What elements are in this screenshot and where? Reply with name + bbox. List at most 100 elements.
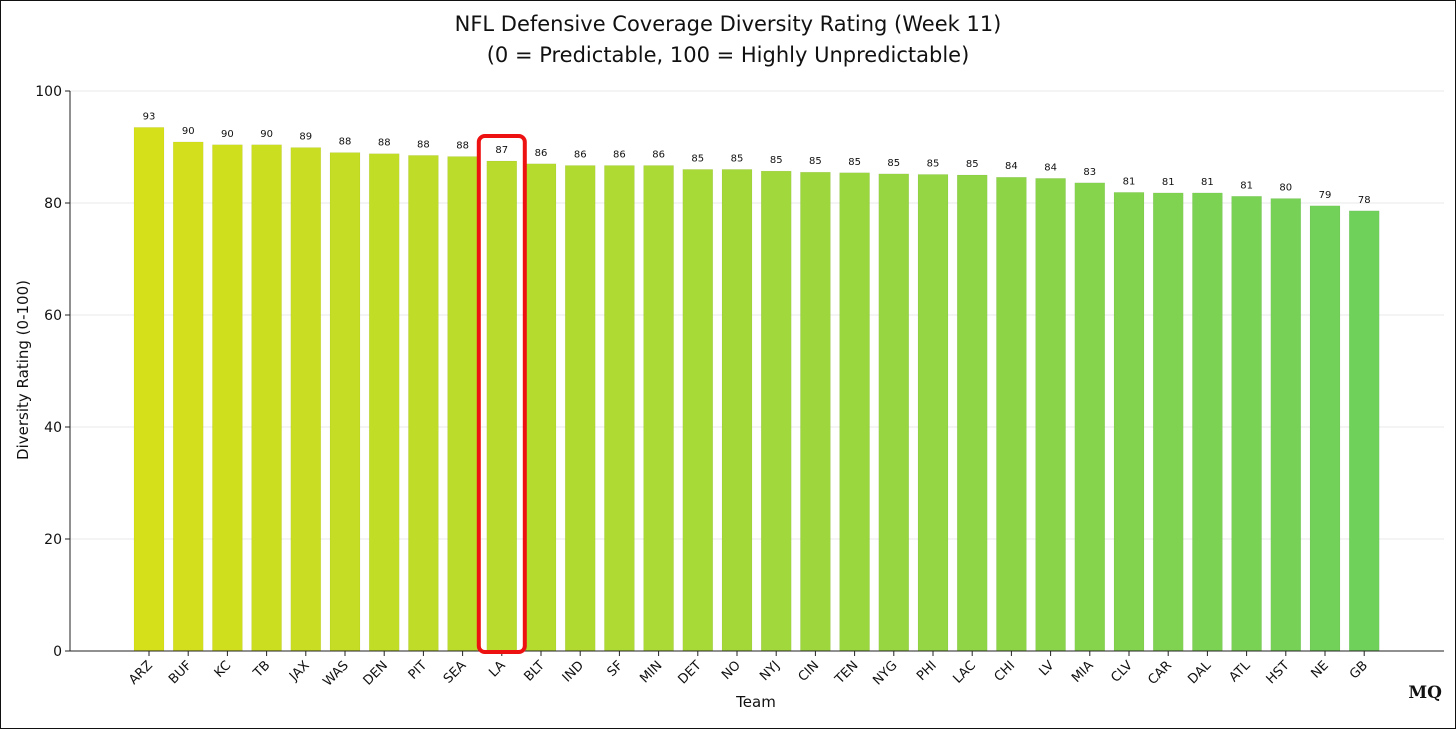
bar-ne <box>1309 205 1341 652</box>
data-label: 88 <box>378 138 391 149</box>
x-tick-label: JAX <box>286 658 313 685</box>
x-tick-label: DET <box>676 658 705 687</box>
data-label: 85 <box>848 157 861 168</box>
x-tick-label: BLT <box>521 658 547 684</box>
data-label: 86 <box>574 149 587 160</box>
bar-sea <box>447 156 478 652</box>
data-label: 93 <box>143 111 156 122</box>
x-tick-label: LAC <box>951 658 979 686</box>
data-label: 81 <box>1240 180 1253 191</box>
bar-gb <box>1348 210 1380 652</box>
x-tick-label: WAS <box>321 658 352 689</box>
data-label: 85 <box>887 158 900 169</box>
x-tick-label: SF <box>604 658 626 680</box>
bar-det <box>682 169 714 652</box>
x-tick-label: MIA <box>1069 658 1097 686</box>
bar-den <box>368 153 400 652</box>
y-tick-label: 60 <box>44 308 62 324</box>
y-tick-label: 0 <box>53 644 62 660</box>
highlight-box <box>476 134 527 654</box>
x-tick-label: CIN <box>796 658 823 685</box>
y-tick-label: 100 <box>35 84 62 100</box>
data-label: 88 <box>417 139 430 150</box>
data-label: 84 <box>1044 162 1057 173</box>
data-label: 85 <box>770 155 783 166</box>
x-tick-label: BUF <box>166 658 195 687</box>
bar-clv <box>1113 192 1145 652</box>
bar-no <box>721 169 753 652</box>
x-tick-label: TB <box>250 658 273 681</box>
data-label: 78 <box>1358 195 1371 206</box>
x-tick-label: CAR <box>1145 658 1175 688</box>
bar-nyj <box>760 170 792 652</box>
data-label: 87 <box>495 145 508 156</box>
bar-car <box>1152 192 1184 652</box>
x-tick-label: HST <box>1264 658 1293 687</box>
x-tick-label: PIT <box>406 658 431 683</box>
data-label: 85 <box>731 153 744 164</box>
x-tick-label: MIN <box>637 658 665 686</box>
bar-blt <box>525 163 557 652</box>
bar-pit <box>408 155 439 652</box>
data-label: 85 <box>691 153 704 164</box>
data-label: 90 <box>182 126 195 137</box>
bar-nyg <box>878 173 910 652</box>
y-tick-label: 20 <box>44 532 62 548</box>
x-tick-label: LV <box>1036 658 1057 679</box>
x-axis-label: Team <box>736 693 776 711</box>
x-tick-label: ATL <box>1227 658 1254 685</box>
x-tick-label: KC <box>212 658 235 681</box>
data-label: 79 <box>1319 190 1332 201</box>
data-label: 86 <box>613 149 626 160</box>
data-label: 85 <box>966 159 979 170</box>
data-label: 84 <box>1005 161 1018 172</box>
x-tick-label: NYG <box>870 658 900 688</box>
bar-jax <box>290 147 322 652</box>
x-tick-label: NYJ <box>757 658 783 684</box>
bar-dal <box>1192 192 1223 652</box>
bar-arz <box>133 127 165 652</box>
data-label: 89 <box>299 132 312 143</box>
bar-min <box>643 165 674 652</box>
bar-lv <box>1035 178 1066 652</box>
bar-phi <box>917 174 949 652</box>
chart-title: NFL Defensive Coverage Diversity Rating … <box>454 12 1002 36</box>
data-label: 80 <box>1279 183 1292 194</box>
x-tick-label: CLV <box>1108 658 1136 686</box>
x-tick-label: DAL <box>1185 658 1214 687</box>
x-tick-label: CHI <box>992 658 1019 685</box>
data-label: 85 <box>809 156 822 167</box>
data-label: 88 <box>456 141 469 152</box>
chart-subtitle: (0 = Predictable, 100 = Highly Unpredict… <box>486 43 970 67</box>
bar-sf <box>604 165 635 652</box>
x-tick-label: DEN <box>361 658 391 688</box>
x-tick-label: GB <box>1347 658 1371 682</box>
bar-kc <box>212 144 243 652</box>
bar-ind <box>564 165 596 652</box>
data-label: 83 <box>1083 167 1096 178</box>
bar-la <box>486 160 518 652</box>
y-tick-label: 80 <box>44 196 62 212</box>
data-label: 81 <box>1162 177 1175 188</box>
bar-was <box>329 152 361 652</box>
bar-ten <box>839 172 870 652</box>
y-tick-label: 40 <box>44 420 62 436</box>
mq-watermark-logo: MQ <box>1408 683 1442 703</box>
data-label: 90 <box>260 129 273 140</box>
x-tick-label: NO <box>719 658 744 683</box>
bar-mia <box>1074 182 1106 652</box>
data-label: 90 <box>221 129 234 140</box>
data-label: 85 <box>927 158 940 169</box>
data-label: 81 <box>1201 177 1214 188</box>
x-tick-label: SEA <box>441 658 470 687</box>
bar-buf <box>172 141 204 652</box>
x-tick-label: PHI <box>914 658 940 684</box>
y-axis-label: Diversity Rating (0-100) <box>14 280 32 460</box>
data-label: 86 <box>535 148 548 159</box>
data-label: 86 <box>652 149 665 160</box>
x-tick-label: TEN <box>832 658 862 688</box>
bar-chi <box>996 176 1027 652</box>
x-tick-label: IND <box>560 658 587 685</box>
data-label: 81 <box>1123 176 1136 187</box>
